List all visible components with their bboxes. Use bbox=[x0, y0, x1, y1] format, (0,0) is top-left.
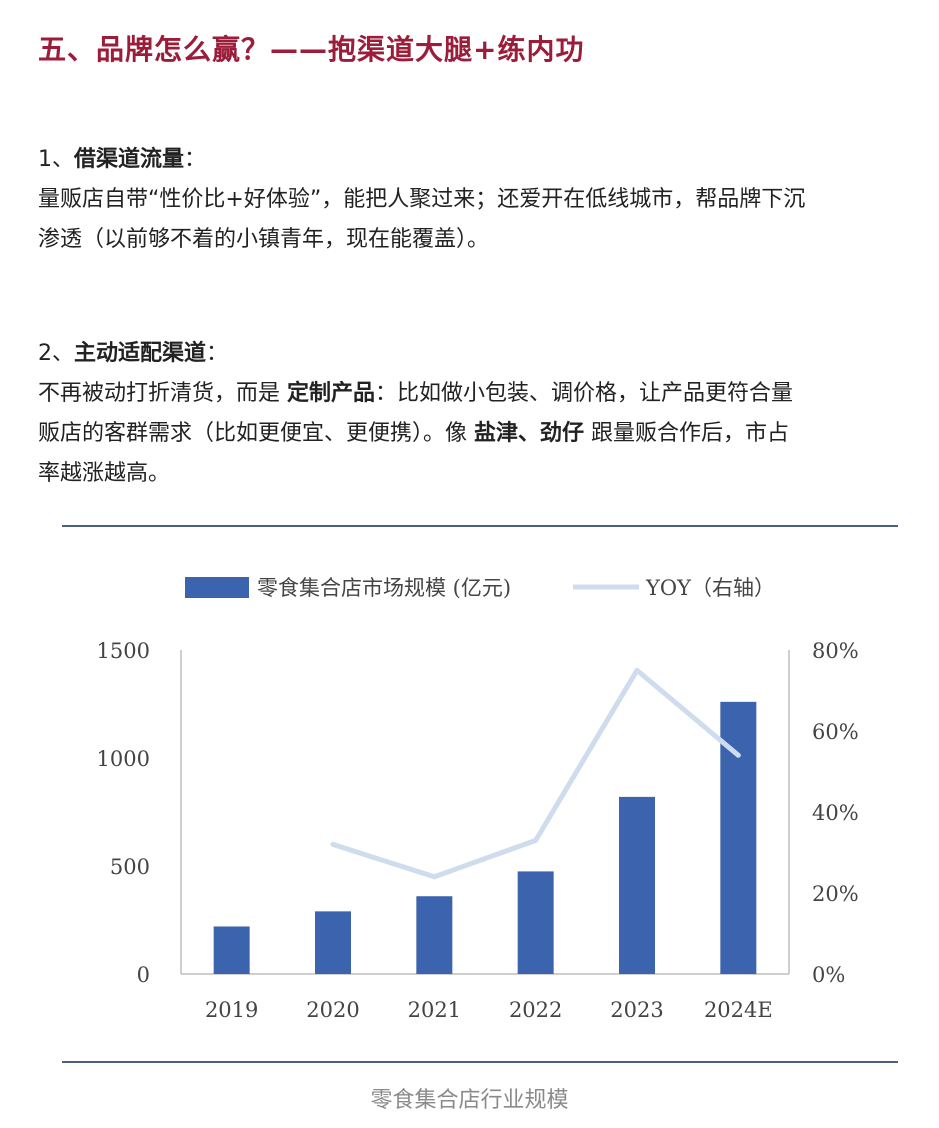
x-tick-label: 2021 bbox=[408, 998, 461, 1022]
bold-text: 定制产品 bbox=[287, 381, 376, 406]
chart-caption: 零食集合店行业规模 bbox=[370, 1088, 569, 1113]
x-tick-label: 2020 bbox=[306, 998, 359, 1022]
y-right-tick-label: 20% bbox=[812, 882, 859, 906]
paragraph-line: 贩店的客群需求（比如更便宜、更便携）。像 盐津、劲仔 跟量贩合作后，市占 bbox=[38, 414, 908, 454]
y-right-tick-label: 80% bbox=[812, 639, 859, 663]
paragraph-line: 渗透（以前够不着的小镇青年，现在能覆盖）。 bbox=[38, 227, 490, 252]
legend-label-line: YOY（右轴） bbox=[645, 576, 775, 600]
yoy-line-series bbox=[330, 667, 741, 880]
text-run: 不再被动打折清货，而是 bbox=[38, 381, 287, 406]
text-run: 贩店的客群需求（比如更便宜、更便携）。像 bbox=[38, 421, 474, 446]
x-tick-label: 2024E bbox=[704, 998, 773, 1022]
heading-colon: ： bbox=[206, 341, 229, 366]
bar-series bbox=[213, 701, 757, 974]
y-right-tick-label: 0% bbox=[812, 963, 845, 987]
section-heading-text: 主动适配渠道 bbox=[74, 341, 207, 366]
bar bbox=[517, 871, 554, 974]
bar bbox=[315, 911, 351, 974]
page-title: 五、品牌怎么赢？——抱渠道大腿+练内功 bbox=[38, 33, 585, 66]
legend-label-bar: 零食集合店市场规模 (亿元) bbox=[257, 576, 511, 600]
x-tick-label: 2023 bbox=[610, 998, 663, 1022]
section-heading: 1、借渠道流量： bbox=[38, 140, 908, 180]
market-size-chart: 零食集合店市场规模 (亿元) YOY（右轴） 0 500 1000 1500 0% 20% 4… bbox=[97, 576, 859, 1022]
chart-axes: 0 500 1000 1500 0% 20% 40% 60% 80% 2019 2020 2021 20… bbox=[97, 639, 859, 1022]
x-tick-label: 2019 bbox=[205, 998, 258, 1022]
yoy-point bbox=[533, 838, 538, 843]
paragraph-line: 不再被动打折清货，而是 定制产品：比如做小包装、调价格，让产品更符合量 bbox=[38, 374, 908, 414]
y-left-tick-label: 0 bbox=[137, 963, 150, 987]
x-tick-label: 2022 bbox=[509, 998, 562, 1022]
yoy-point bbox=[432, 874, 437, 879]
section-number: 1、 bbox=[38, 147, 74, 172]
y-left-tick-label: 500 bbox=[110, 855, 150, 879]
section-adapt-channel: 2、主动适配渠道： 不再被动打折清货，而是 定制产品：比如做小包装、调价格，让产… bbox=[38, 334, 908, 494]
y-left-tick-label: 1000 bbox=[97, 747, 150, 771]
heading-colon: ： bbox=[184, 147, 207, 172]
text-run: 跟量贩合作后，市占 bbox=[584, 421, 790, 446]
yoy-point bbox=[331, 842, 335, 847]
yoy-point bbox=[736, 753, 741, 758]
y-right-tick-label: 40% bbox=[812, 801, 859, 825]
chart-top-rule bbox=[62, 525, 898, 527]
section-number: 2、 bbox=[38, 341, 74, 366]
chart-legend: 零食集合店市场规模 (亿元) YOY（右轴） bbox=[185, 576, 775, 600]
paragraph-line: 量贩店自带“性价比+好体验”，能把人聚过来；还爱开在低线城市，帮品牌下沉 bbox=[38, 187, 806, 212]
legend-swatch-bar bbox=[185, 577, 249, 598]
text-run: ：比如做小包装、调价格，让产品更符合量 bbox=[375, 381, 794, 406]
chart-bottom-rule bbox=[62, 1061, 898, 1063]
y-right-tick-label: 60% bbox=[812, 720, 859, 744]
bar bbox=[619, 796, 655, 974]
yoy-point bbox=[635, 668, 639, 673]
yoy-line bbox=[330, 667, 741, 880]
bar bbox=[213, 926, 250, 974]
y-left-tick-label: 1500 bbox=[97, 639, 150, 663]
section-heading: 2、主动适配渠道： bbox=[38, 334, 908, 374]
bar bbox=[416, 896, 453, 974]
bold-text: 盐津、劲仔 bbox=[474, 421, 585, 446]
section-heading-text: 借渠道流量 bbox=[74, 147, 185, 172]
section-channel-traffic: 1、借渠道流量： 量贩店自带“性价比+好体验”，能把人聚过来；还爱开在低线城市，… bbox=[38, 140, 908, 260]
paragraph-line: 率越涨越高。 bbox=[38, 461, 171, 486]
